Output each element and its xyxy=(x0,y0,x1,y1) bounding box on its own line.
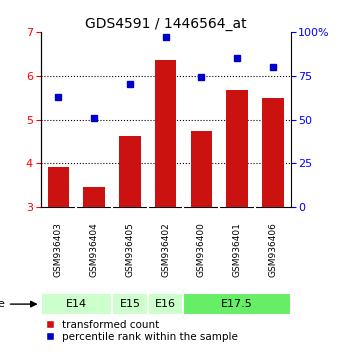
Text: GSM936404: GSM936404 xyxy=(90,222,99,277)
Text: GSM936402: GSM936402 xyxy=(161,222,170,277)
Bar xyxy=(184,293,291,315)
Bar xyxy=(119,136,141,207)
Text: E17.5: E17.5 xyxy=(221,299,253,309)
Title: GDS4591 / 1446564_at: GDS4591 / 1446564_at xyxy=(85,17,246,31)
Text: GSM936403: GSM936403 xyxy=(54,222,63,277)
Text: E16: E16 xyxy=(155,299,176,309)
Text: E15: E15 xyxy=(119,299,140,309)
Bar xyxy=(226,90,248,207)
Text: GSM936400: GSM936400 xyxy=(197,222,206,277)
Bar xyxy=(41,293,112,315)
Text: E14: E14 xyxy=(66,299,87,309)
Bar xyxy=(262,98,284,207)
Bar xyxy=(148,293,184,315)
Bar xyxy=(112,293,148,315)
Text: GSM936405: GSM936405 xyxy=(125,222,135,277)
Bar xyxy=(155,60,176,207)
Bar xyxy=(191,131,212,207)
Legend: transformed count, percentile rank within the sample: transformed count, percentile rank withi… xyxy=(46,319,239,343)
Text: GSM936406: GSM936406 xyxy=(268,222,277,277)
Bar xyxy=(83,187,105,207)
Text: GSM936401: GSM936401 xyxy=(233,222,242,277)
Text: age: age xyxy=(0,299,36,309)
Bar xyxy=(48,167,69,207)
